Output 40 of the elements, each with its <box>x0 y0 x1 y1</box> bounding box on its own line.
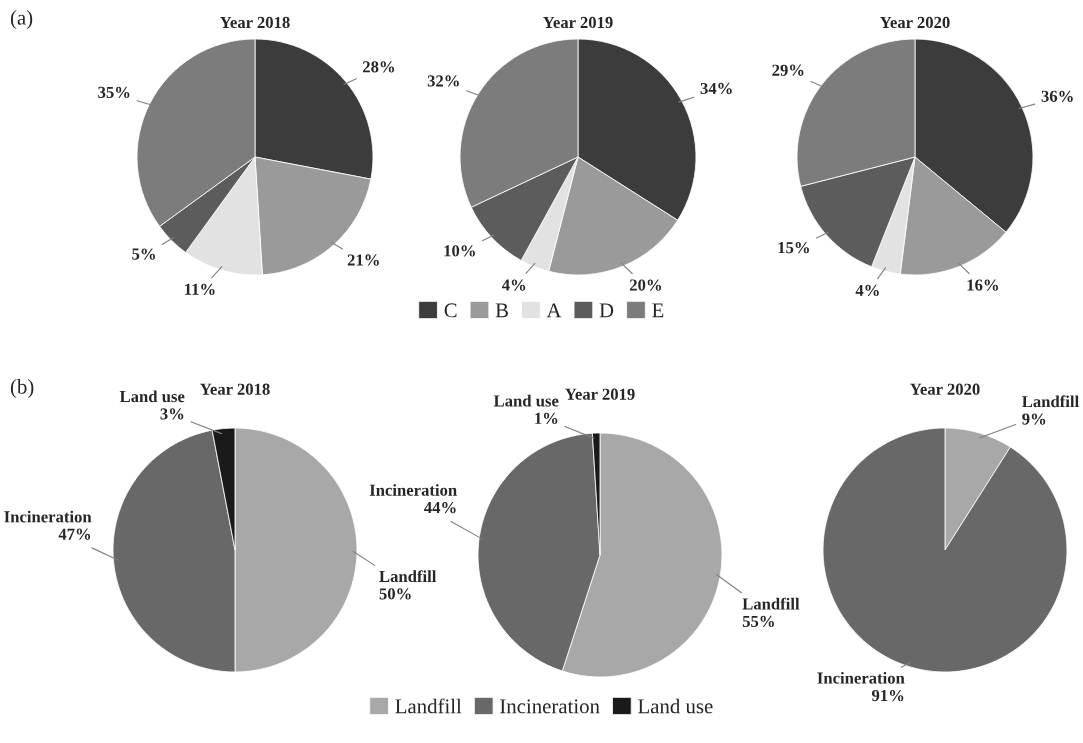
chart-title: Year 2018 <box>220 16 290 29</box>
data-label: 20% <box>629 279 662 291</box>
data-label: 36% <box>1041 90 1073 102</box>
pie-slice <box>822 427 1068 673</box>
data-label: 28% <box>362 61 395 73</box>
data-label: Land use 1% <box>493 394 559 425</box>
data-label: 34% <box>700 82 732 95</box>
data-label: 32% <box>427 75 459 87</box>
data-label: 10% <box>444 245 475 257</box>
data-label: Landfill 50% <box>379 570 437 600</box>
data-label: Incineration 47% <box>4 510 92 540</box>
data-label: 15% <box>778 242 809 254</box>
data-label: 21% <box>347 254 379 266</box>
legend-label: Land use <box>638 698 713 714</box>
legend-label: C <box>444 303 457 318</box>
text: (b) <box>10 379 34 398</box>
chart-title: Year 2020 <box>910 383 980 395</box>
legend-label: A <box>546 303 562 318</box>
legend-label: Incineration <box>500 699 600 714</box>
data-label: 16% <box>967 279 999 291</box>
legend-label: B <box>495 303 508 318</box>
data-label: 4% <box>855 284 879 297</box>
data-label: Incineration 44% <box>369 484 457 514</box>
data-label: 4% <box>501 279 526 291</box>
legend-label: E <box>652 303 664 318</box>
data-label: 5% <box>132 248 155 260</box>
chart-title: Year 2020 <box>880 16 950 29</box>
data-label: 11% <box>185 283 215 295</box>
chart-title: Year 2018 <box>200 383 270 395</box>
data-label: 29% <box>772 64 804 76</box>
chart-title: Year 2019 <box>565 388 635 400</box>
legend-label: Landfill <box>395 698 462 714</box>
data-label: Landfill 9% <box>1022 395 1079 425</box>
legend-label: D <box>599 303 614 318</box>
data-label: Landfill 55% <box>742 597 800 628</box>
data-label: 35% <box>98 86 130 99</box>
text: (a) <box>10 10 33 29</box>
data-label: Land use 3% <box>119 390 185 420</box>
data-label: Incineration 91% <box>817 671 905 702</box>
chart-title: Year 2019 <box>543 16 613 29</box>
